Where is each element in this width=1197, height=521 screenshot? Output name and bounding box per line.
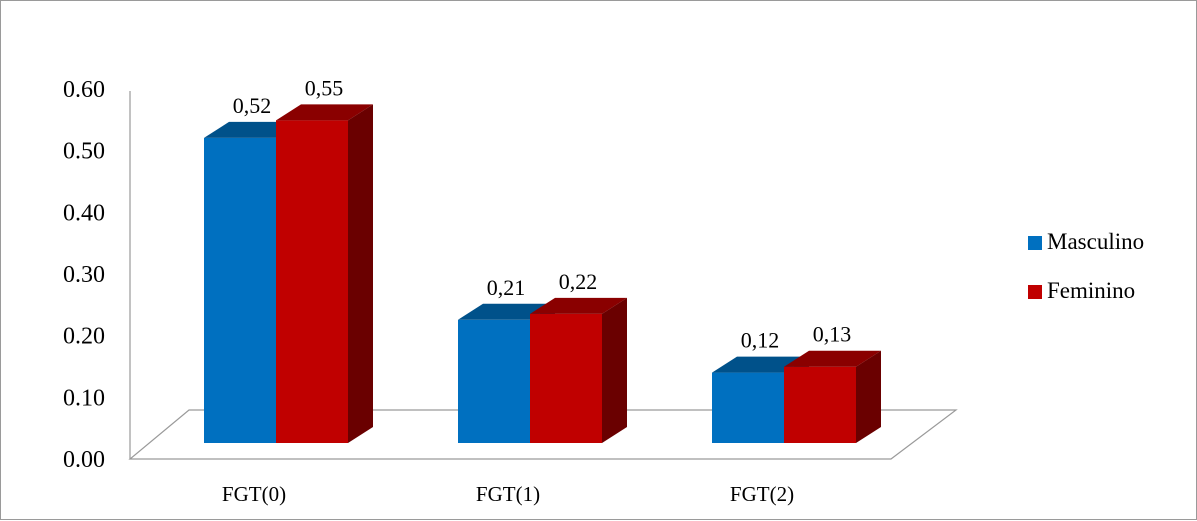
legend-swatch-feminino — [1028, 285, 1042, 299]
x-category-label: FGT(1) — [476, 482, 540, 506]
legend-swatch-masculino — [1028, 236, 1042, 250]
data-label: 0,13 — [813, 322, 852, 347]
y-tick-label: 0.10 — [63, 385, 105, 411]
data-label: 0,21 — [487, 275, 526, 300]
bar-top-feminino-1 — [530, 297, 627, 314]
x-category-label: FGT(0) — [222, 482, 286, 506]
y-tick-label: 0.50 — [63, 139, 105, 165]
bar-side-feminino-1 — [602, 297, 627, 443]
x-category-label: FGT(2) — [730, 482, 794, 506]
data-label: 0,55 — [305, 75, 344, 100]
bar-front-feminino-2 — [784, 366, 856, 443]
y-tick-label: 0.20 — [63, 324, 105, 350]
bar-side-feminino-0 — [348, 104, 373, 443]
bar-front-masculino-0 — [204, 137, 276, 443]
legend-label: Masculino — [1047, 229, 1144, 254]
bar-front-feminino-0 — [276, 120, 348, 443]
data-label: 0,52 — [233, 93, 272, 118]
chart-floor — [128, 409, 958, 460]
y-tick-label: 0.00 — [63, 447, 105, 473]
bar-front-masculino-2 — [712, 372, 784, 443]
data-label: 0,22 — [559, 269, 598, 294]
bar-top-feminino-2 — [784, 350, 881, 367]
bar-front-masculino-1 — [458, 319, 530, 443]
bar-top-feminino-0 — [276, 104, 373, 121]
legend-label: Feminino — [1047, 278, 1135, 303]
y-tick-label: 0.40 — [63, 200, 105, 226]
data-label: 0,12 — [741, 328, 780, 353]
y-tick-label: 0.30 — [63, 262, 105, 288]
bar-front-feminino-1 — [530, 313, 602, 443]
bar-side-feminino-2 — [856, 350, 881, 443]
y-tick-label: 0.60 — [63, 77, 105, 103]
